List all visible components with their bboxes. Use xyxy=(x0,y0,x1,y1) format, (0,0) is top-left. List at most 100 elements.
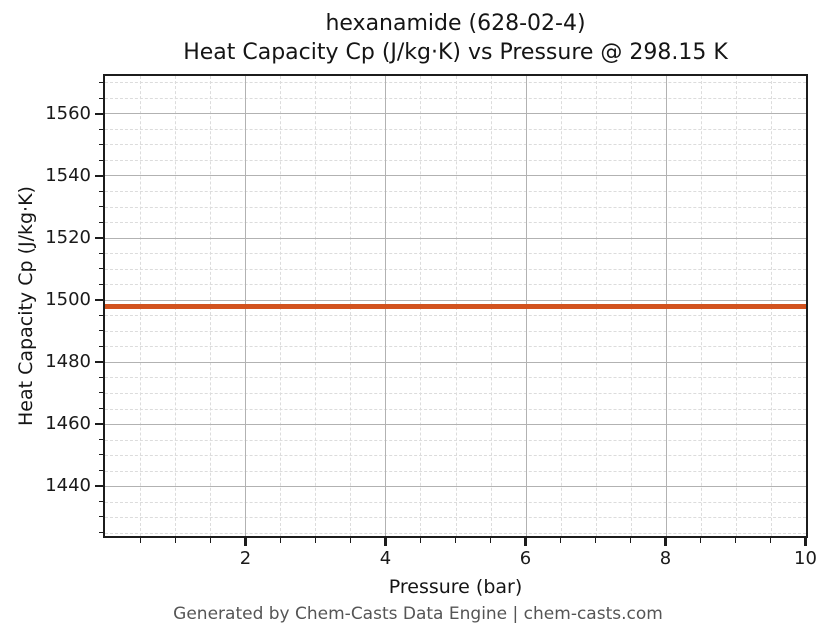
chart-title-block: hexanamide (628-02-4) Heat Capacity Cp (… xyxy=(103,9,808,67)
minor-gridline-h xyxy=(105,144,806,146)
y-minor-tick xyxy=(98,97,103,99)
x-tick-label: 2 xyxy=(239,548,252,569)
y-minor-tick xyxy=(98,252,103,254)
minor-gridline-h xyxy=(105,159,806,161)
y-minor-tick xyxy=(98,314,103,316)
y-major-tick xyxy=(95,484,103,488)
x-minor-tick xyxy=(454,538,457,543)
y-major-tick xyxy=(95,298,103,301)
major-gridline-h xyxy=(105,486,806,488)
y-minor-tick xyxy=(98,531,103,533)
cp-data-line xyxy=(105,304,806,310)
major-gridline-h xyxy=(105,361,806,363)
y-minor-tick xyxy=(98,206,103,208)
x-minor-tick xyxy=(349,538,352,543)
y-tick-label: 1480 xyxy=(45,350,91,372)
y-major-tick xyxy=(95,174,103,177)
x-minor-tick xyxy=(489,538,492,543)
y-minor-tick xyxy=(98,454,103,456)
x-minor-tick xyxy=(734,538,737,543)
x-axis-label: Pressure (bar) xyxy=(388,576,523,598)
y-tick-label: 1520 xyxy=(45,226,91,248)
minor-gridline-h xyxy=(105,191,806,192)
plot-area xyxy=(103,74,808,538)
minor-gridline-h xyxy=(105,97,806,99)
x-major-tick xyxy=(664,538,667,546)
minor-gridline-h xyxy=(105,206,806,208)
minor-gridline-h xyxy=(105,315,806,317)
y-minor-tick xyxy=(98,128,103,130)
minor-gridline-h xyxy=(105,408,806,410)
minor-gridline-h xyxy=(105,222,806,224)
x-minor-tick xyxy=(314,538,317,543)
minor-gridline-h xyxy=(105,393,806,395)
x-minor-tick xyxy=(419,538,422,543)
y-minor-tick xyxy=(98,159,103,161)
major-gridline-h xyxy=(105,424,806,426)
grid-layer xyxy=(105,76,806,536)
minor-gridline-h xyxy=(105,284,806,286)
y-tick-label: 1440 xyxy=(45,474,91,496)
minor-gridline-h xyxy=(105,455,806,457)
minor-gridline-h xyxy=(105,532,806,534)
minor-gridline-h xyxy=(105,330,806,332)
x-tick-label: 10 xyxy=(794,548,817,569)
y-minor-tick xyxy=(98,221,103,223)
y-minor-tick xyxy=(98,438,103,440)
y-major-tick xyxy=(95,422,103,426)
major-gridline-h xyxy=(105,299,806,301)
x-minor-tick xyxy=(174,538,177,543)
y-minor-tick xyxy=(98,190,103,192)
y-tick-label: 1560 xyxy=(45,102,91,124)
x-minor-tick xyxy=(209,538,212,543)
minor-gridline-h xyxy=(105,128,806,130)
minor-gridline-h xyxy=(105,253,806,255)
y-minor-tick xyxy=(98,500,103,502)
x-tick-label: 4 xyxy=(379,548,392,569)
y-major-tick xyxy=(95,360,103,364)
x-major-tick xyxy=(244,538,247,546)
y-minor-tick xyxy=(98,345,103,347)
y-tick-label: 1500 xyxy=(45,288,91,310)
x-minor-tick xyxy=(629,538,632,543)
x-minor-tick xyxy=(769,538,772,543)
minor-gridline-h xyxy=(105,377,806,379)
y-major-tick xyxy=(95,236,103,239)
y-minor-tick xyxy=(98,283,103,285)
x-minor-tick xyxy=(139,538,142,543)
y-tick-label: 1540 xyxy=(45,164,91,186)
y-minor-tick xyxy=(98,376,103,378)
y-minor-tick xyxy=(98,392,103,394)
chart-subtitle: Heat Capacity Cp (J/kg·K) vs Pressure @ … xyxy=(183,40,728,65)
footer-credit: Generated by Chem-Casts Data Engine | ch… xyxy=(173,604,663,624)
y-minor-tick xyxy=(98,82,103,84)
y-major-tick xyxy=(95,112,103,115)
minor-gridline-h xyxy=(105,439,806,441)
minor-gridline-h xyxy=(105,268,806,270)
minor-gridline-h xyxy=(105,517,806,519)
x-major-tick xyxy=(384,538,387,546)
y-minor-tick xyxy=(98,330,103,332)
x-minor-tick xyxy=(594,538,597,543)
major-gridline-h xyxy=(105,113,806,115)
y-minor-tick xyxy=(98,144,103,146)
x-minor-tick xyxy=(699,538,702,543)
x-tick-label: 8 xyxy=(659,548,672,569)
major-gridline-h xyxy=(105,175,806,177)
x-minor-tick xyxy=(279,538,282,543)
minor-gridline-h xyxy=(105,346,806,348)
y-minor-tick xyxy=(98,469,103,471)
x-tick-label: 6 xyxy=(519,548,532,569)
x-major-tick xyxy=(804,538,807,546)
y-minor-tick xyxy=(98,407,103,409)
minor-gridline-h xyxy=(105,470,806,472)
y-minor-tick xyxy=(98,516,103,518)
minor-gridline-h xyxy=(105,501,806,503)
x-major-tick xyxy=(524,538,527,546)
y-tick-label: 1460 xyxy=(45,412,91,434)
chart-title: hexanamide (628-02-4) xyxy=(325,11,586,36)
x-minor-tick xyxy=(559,538,562,543)
y-minor-tick xyxy=(98,268,103,270)
minor-gridline-h xyxy=(105,82,806,84)
